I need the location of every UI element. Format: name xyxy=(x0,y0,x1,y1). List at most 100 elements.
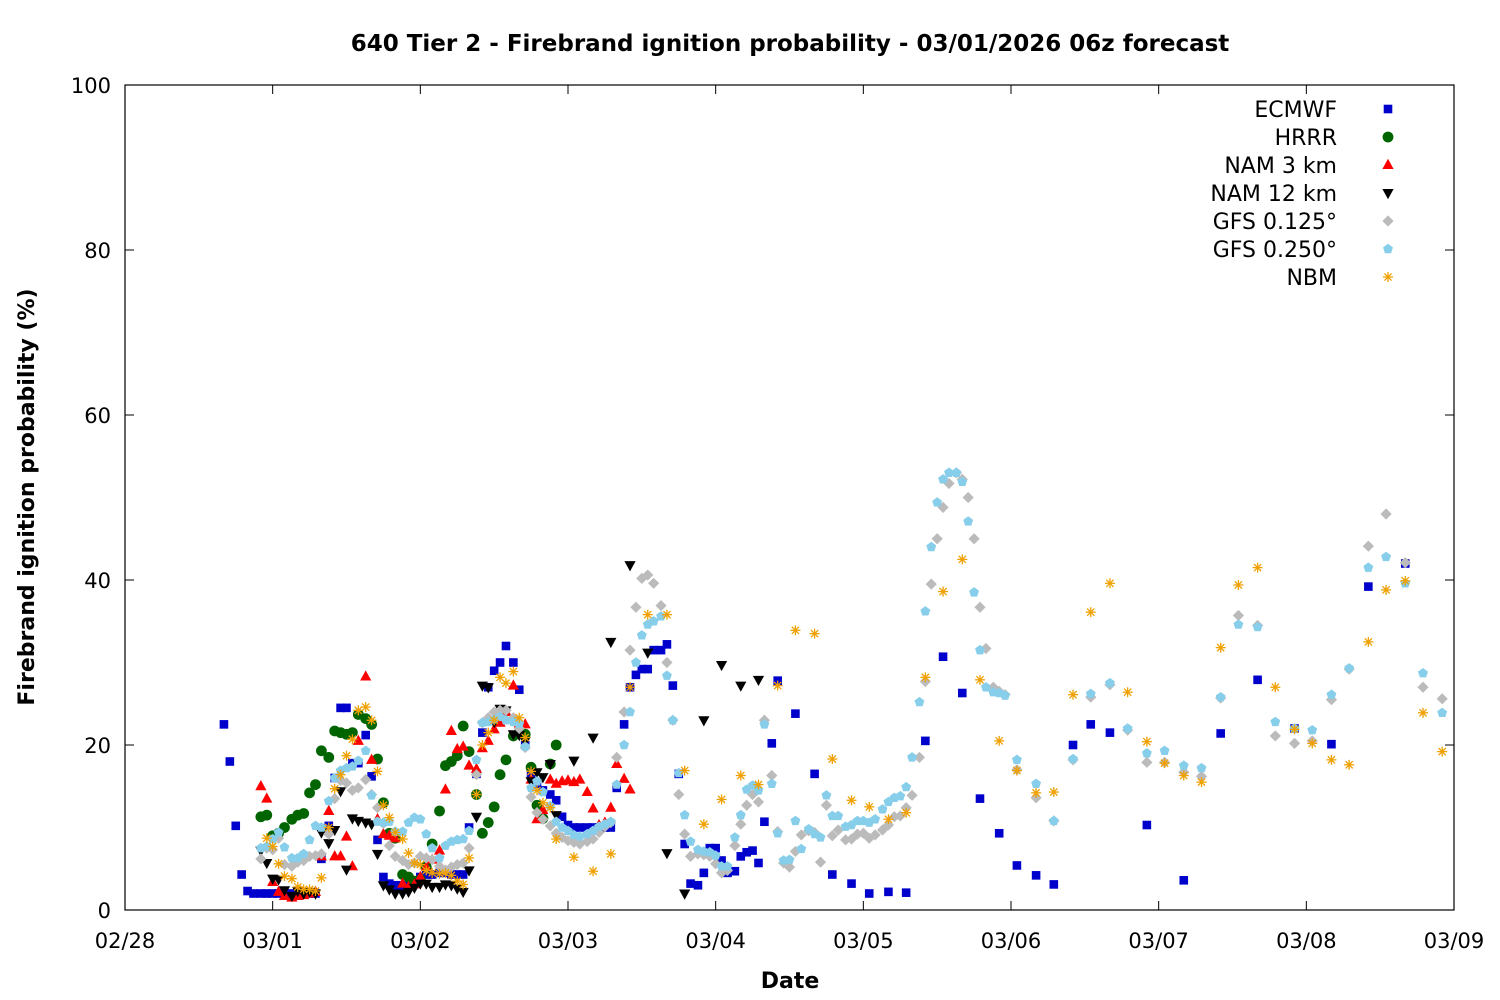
data-point xyxy=(1141,748,1152,758)
data-point xyxy=(938,586,949,597)
data-point xyxy=(402,859,415,871)
data-point xyxy=(611,751,623,763)
data-point xyxy=(932,497,943,507)
x-tick-label: 03/04 xyxy=(685,929,746,953)
data-point xyxy=(1270,716,1281,727)
data-point xyxy=(1104,677,1115,688)
data-point xyxy=(390,880,400,890)
data-point xyxy=(360,774,372,786)
data-point xyxy=(1159,758,1170,769)
data-point xyxy=(256,889,266,898)
data-point xyxy=(1048,787,1059,798)
data-point xyxy=(551,834,562,845)
data-point xyxy=(537,813,549,825)
data-point xyxy=(389,889,401,900)
data-point xyxy=(427,867,438,878)
data-point xyxy=(587,733,599,744)
data-point xyxy=(625,682,636,693)
data-point xyxy=(470,769,483,781)
data-point xyxy=(1159,745,1170,755)
data-point xyxy=(488,723,500,734)
data-point xyxy=(458,833,469,844)
data-point xyxy=(680,839,689,849)
data-point xyxy=(931,533,943,545)
data-point xyxy=(286,860,298,872)
data-point xyxy=(815,832,826,842)
data-point xyxy=(1178,770,1189,781)
data-point xyxy=(323,822,334,833)
data-point xyxy=(1436,693,1448,705)
data-point xyxy=(268,889,277,898)
data-point xyxy=(937,501,949,513)
data-point xyxy=(1307,724,1318,735)
data-point xyxy=(445,724,457,735)
data-point xyxy=(439,783,452,794)
axis-ticks: 02/28 03/01 03/02 03/03 03/04 03/05 03/06 03/07… xyxy=(71,74,1484,953)
data-point xyxy=(390,827,401,838)
data-point xyxy=(735,681,747,692)
data-point xyxy=(619,739,630,750)
data-point xyxy=(1179,876,1189,885)
data-point xyxy=(397,826,408,836)
data-point xyxy=(766,769,778,782)
data-point xyxy=(225,757,235,766)
data-point xyxy=(581,785,593,797)
y-tick-label: 80 xyxy=(84,239,111,263)
data-point xyxy=(1269,730,1281,742)
data-point xyxy=(255,853,267,865)
data-point xyxy=(784,854,795,864)
data-point xyxy=(323,804,335,815)
data-point xyxy=(545,802,556,813)
data-point xyxy=(796,843,807,854)
data-point xyxy=(507,679,519,690)
series-gfs-0-125 xyxy=(255,467,1448,879)
data-point xyxy=(408,883,421,894)
data-point xyxy=(710,850,721,860)
data-point xyxy=(962,491,974,504)
data-point xyxy=(1068,689,1079,700)
data-point xyxy=(501,715,511,725)
data-point xyxy=(1178,760,1189,770)
data-point xyxy=(795,829,807,841)
plot-frame xyxy=(124,84,1455,911)
data-point xyxy=(298,808,310,819)
legend-label: HRRR xyxy=(1275,126,1337,151)
y-tick-label: 60 xyxy=(84,404,111,428)
data-point xyxy=(457,887,469,899)
data-point xyxy=(637,664,647,674)
data-point xyxy=(587,802,599,813)
data-point xyxy=(409,857,420,868)
data-point xyxy=(864,889,874,898)
data-point xyxy=(920,606,931,616)
x-tick-label: 03/09 xyxy=(1424,929,1485,953)
data-point xyxy=(1418,668,1428,678)
data-point xyxy=(826,830,838,842)
data-point xyxy=(377,881,390,892)
data-point xyxy=(433,882,446,894)
data-point xyxy=(673,788,685,801)
data-point xyxy=(882,819,895,831)
data-point xyxy=(1364,582,1373,591)
x-tick-label: 03/06 xyxy=(981,929,1042,953)
data-point xyxy=(298,884,309,895)
data-point xyxy=(494,704,506,716)
data-point xyxy=(383,829,395,840)
legend-label: NBM xyxy=(1286,266,1337,291)
data-point xyxy=(574,773,586,784)
data-point xyxy=(722,861,733,871)
data-point xyxy=(661,609,672,620)
data-point xyxy=(415,814,426,824)
data-point xyxy=(1326,754,1337,765)
data-point xyxy=(489,666,499,676)
data-point xyxy=(742,847,751,857)
data-point xyxy=(315,848,327,860)
data-point xyxy=(500,704,512,716)
legend-marker xyxy=(1382,158,1394,169)
data-point xyxy=(957,476,968,487)
data-point xyxy=(827,754,838,765)
data-point xyxy=(938,652,948,662)
data-point xyxy=(360,745,371,755)
data-point xyxy=(457,740,469,751)
data-point xyxy=(372,766,383,777)
data-point xyxy=(383,885,395,896)
